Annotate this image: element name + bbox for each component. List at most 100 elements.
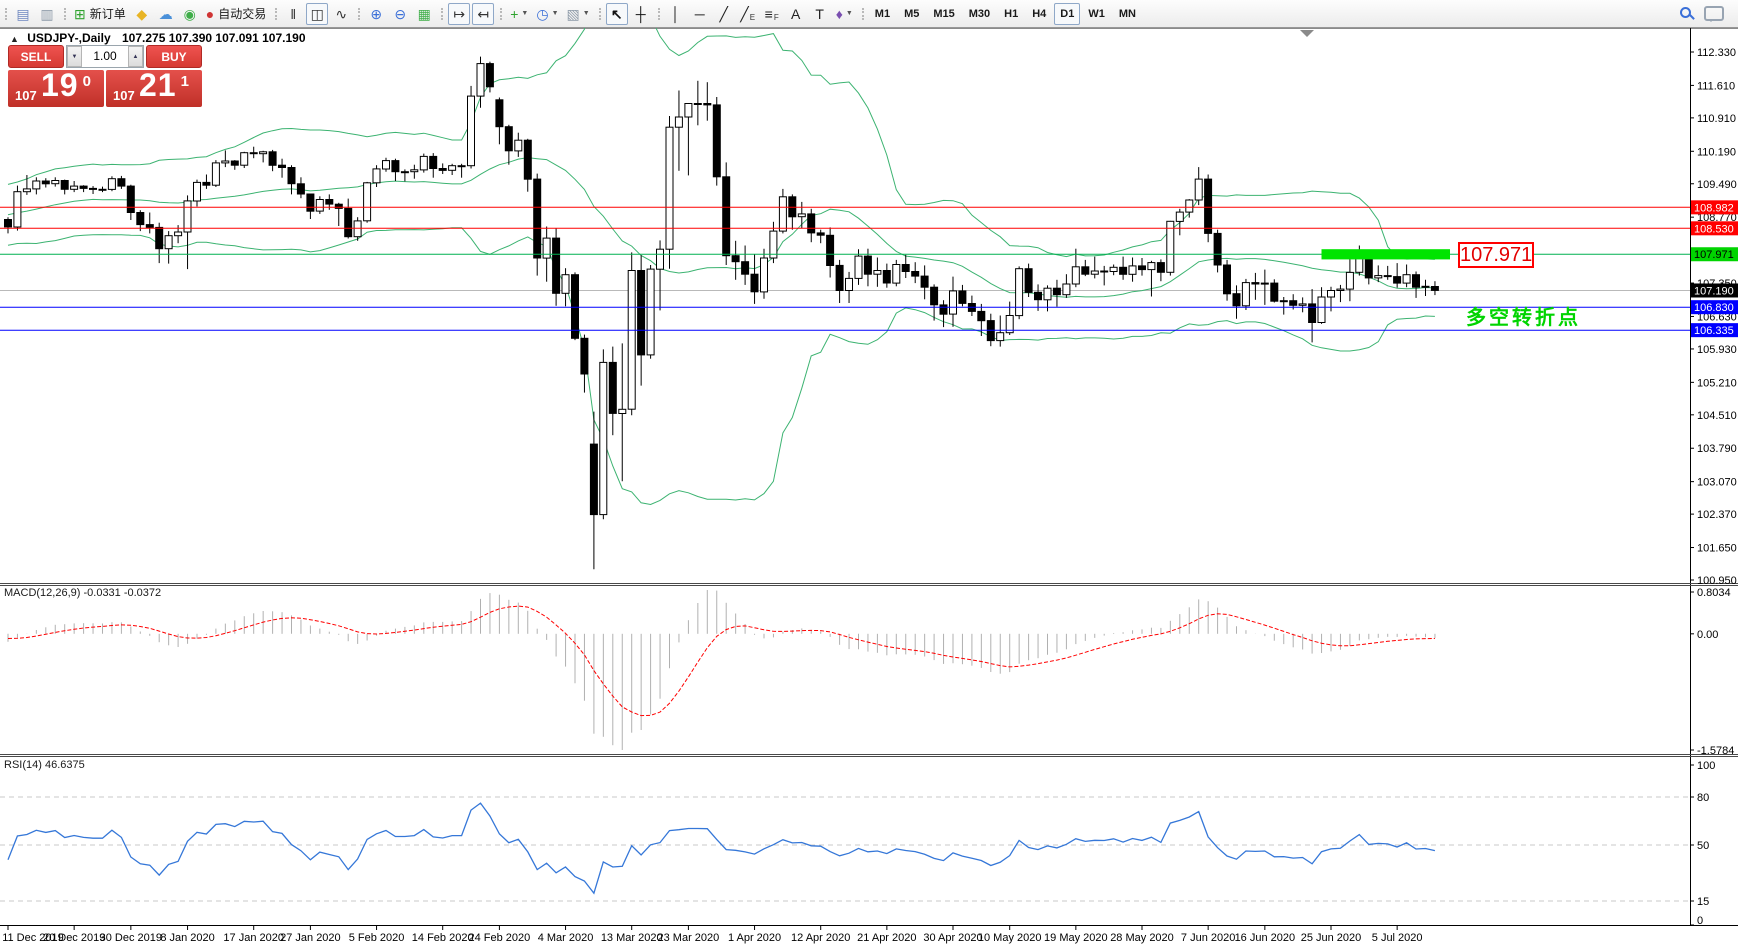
chart-shift-marker: [1300, 30, 1314, 37]
new-order-glyph: ⊞: [74, 5, 86, 22]
signals-icon[interactable]: ◉: [179, 3, 201, 25]
mql5-community-glyph: ☁: [158, 5, 173, 22]
toolbar-group: ↖ ┼: [598, 2, 657, 25]
fibonacci-retracement-icon[interactable]: ≡ F: [761, 3, 783, 25]
tf-mn-button[interactable]: MN: [1118, 7, 1136, 20]
indicators-glyph: +: [510, 5, 519, 22]
toolbar-group: + ▼ ◷ ▼ ▧ ▼: [499, 3, 597, 25]
vertical-line-glyph: │: [671, 5, 681, 22]
zoom-out-glyph: ⊖: [394, 5, 407, 22]
tf-h4-button[interactable]: H4: [1032, 7, 1047, 20]
crosshair-icon[interactable]: ┼: [630, 3, 652, 25]
new-chart-icon[interactable]: ▤: [12, 3, 34, 25]
volume-decrease-button[interactable]: ▼: [67, 46, 82, 67]
auto-scroll-icon[interactable]: ↦: [448, 2, 471, 25]
periods-icon[interactable]: ◷ ▼: [533, 3, 561, 25]
buy-price-prefix: 107: [113, 88, 135, 103]
svg-text:5 Feb 2020: 5 Feb 2020: [349, 932, 405, 944]
text-icon[interactable]: A: [785, 3, 807, 25]
metaeditor-glyph: ◆: [136, 5, 148, 22]
price-annotation-callout: 107.971: [1458, 242, 1534, 268]
one-click-trading-panel: SELL ▼ 1.00 ▲ BUY 107 19 0 107 21 1: [8, 45, 202, 107]
text-label-glyph: T: [815, 5, 824, 22]
svg-text:0.8034: 0.8034: [1697, 587, 1731, 599]
crosshair-glyph: ┼: [635, 5, 646, 22]
buy-price-main: 21: [139, 67, 177, 103]
new-order-label: 新订单: [89, 7, 126, 21]
toolbar-right: [1679, 6, 1734, 22]
price-axis: 112.330 111.610 110.910 110.190 109.490 108.7…: [1690, 47, 1738, 587]
mql5-community-icon[interactable]: ☁: [155, 3, 177, 25]
metaeditor-icon[interactable]: ◆: [131, 3, 153, 25]
toolbar-group: │ ─ ╱ ╱ E ≡ F A T ♦ ▼: [657, 3, 861, 25]
buy-button[interactable]: BUY: [146, 45, 202, 68]
profiles-icon[interactable]: ▥: [36, 3, 58, 25]
indicators-icon[interactable]: + ▼: [507, 3, 531, 25]
svg-text:17 Jan 2020: 17 Jan 2020: [223, 932, 284, 944]
svg-text:108.982: 108.982: [1694, 202, 1734, 214]
templates-icon[interactable]: ▧ ▼: [564, 3, 593, 25]
horizontal-line-icon[interactable]: ─: [689, 3, 711, 25]
tf-m1-button[interactable]: M1: [874, 7, 891, 20]
macd-values: -0.0331 -0.0372: [83, 587, 162, 599]
symbol-period-label: USDJPY-,Daily: [27, 31, 111, 45]
vertical-line-icon[interactable]: │: [665, 3, 687, 25]
arrows-dropdown-icon[interactable]: ▼: [845, 10, 853, 17]
tf-m5-button[interactable]: M5: [904, 7, 920, 20]
svg-text:100: 100: [1697, 760, 1715, 772]
toolbar: ▤ ▥ ⊞ 新订单 ◆ ☁ ◉ ● 自动交易 ‖ ◫ ∿ ⊕ ⊖ ▦ ↦ ↤ + ▼ ◷ ▼ ▧ ▼ ↖ ┼ │ ─ ╱ ╱ E ≡ F A T ♦…: [0, 0, 1738, 28]
autotrading-icon[interactable]: ● 自动交易: [203, 3, 269, 25]
svg-text:12 Apr 2020: 12 Apr 2020: [791, 932, 850, 944]
svg-text:1 Apr 2020: 1 Apr 2020: [728, 932, 781, 944]
svg-text:109.490: 109.490: [1697, 179, 1737, 191]
new-order-icon[interactable]: ⊞ 新订单: [71, 3, 129, 25]
svg-text:103.070: 103.070: [1697, 477, 1737, 489]
chat-icon[interactable]: [1704, 6, 1724, 22]
tf-m15-button[interactable]: M15: [933, 7, 955, 20]
sell-button[interactable]: SELL: [8, 45, 64, 68]
zoom-out-icon[interactable]: ⊖: [389, 3, 411, 25]
tf-m30-button[interactable]: M30: [968, 7, 991, 20]
buy-price-display[interactable]: 107 21 1: [106, 67, 202, 107]
svg-text:20 Dec 2019: 20 Dec 2019: [43, 932, 105, 944]
volume-increase-button[interactable]: ▲: [128, 46, 143, 67]
line-chart-icon[interactable]: ∿: [330, 3, 352, 25]
tf-h1-button[interactable]: H1: [1004, 7, 1019, 20]
svg-text:30 Dec 2019: 30 Dec 2019: [100, 932, 162, 944]
tile-windows-glyph: ▦: [417, 5, 431, 22]
svg-text:105.210: 105.210: [1697, 377, 1737, 389]
volume-input[interactable]: 1.00: [93, 49, 117, 63]
arrows-icon[interactable]: ♦ ▼: [833, 3, 856, 25]
periods-dropdown-icon[interactable]: ▼: [551, 10, 559, 17]
svg-text:108.530: 108.530: [1694, 223, 1734, 235]
indicators-dropdown-icon[interactable]: ▼: [521, 10, 529, 17]
svg-text:0: 0: [1697, 915, 1703, 927]
candlestick-chart-icon[interactable]: ◫: [306, 2, 329, 25]
bollinger-bands: [7, 0, 1435, 506]
volume-stepper: ▼ 1.00 ▲: [66, 45, 144, 68]
collapse-panel-icon[interactable]: ▲: [10, 34, 19, 44]
toolbar-group: ⊞ 新订单 ◆ ☁ ◉ ● 自动交易: [63, 3, 274, 25]
text-label-icon[interactable]: T: [809, 3, 831, 25]
rsi-panel: 100 80 50 15 0: [0, 760, 1715, 927]
svg-text:106.335: 106.335: [1694, 325, 1734, 337]
zoom-in-icon[interactable]: ⊕: [365, 3, 387, 25]
svg-text:80: 80: [1697, 792, 1709, 804]
sell-price-display[interactable]: 107 19 0: [8, 67, 104, 107]
chart-shift-icon[interactable]: ↤: [472, 2, 495, 25]
equidistant-channel-icon[interactable]: ╱ E: [737, 3, 759, 25]
periods-glyph: ◷: [536, 5, 549, 22]
toolbar-group: M1 M5 M15 M30 H1 H4 D1 W1 MN: [861, 2, 1147, 25]
fibonacci-retracement-suffix: F: [773, 13, 779, 22]
trendline-icon[interactable]: ╱: [713, 3, 735, 25]
tf-d1-button[interactable]: D1: [1054, 2, 1081, 25]
toolbar-group: ↦ ↤: [440, 2, 499, 25]
tf-w1-button[interactable]: W1: [1088, 7, 1105, 20]
templates-dropdown-icon[interactable]: ▼: [582, 10, 590, 17]
rsi-indicator-label: RSI(14) 46.6375: [4, 759, 85, 771]
tile-windows-icon[interactable]: ▦: [413, 3, 435, 25]
bar-chart-icon[interactable]: ‖: [282, 3, 304, 25]
cursor-icon[interactable]: ↖: [605, 2, 628, 25]
search-icon[interactable]: [1679, 6, 1694, 21]
